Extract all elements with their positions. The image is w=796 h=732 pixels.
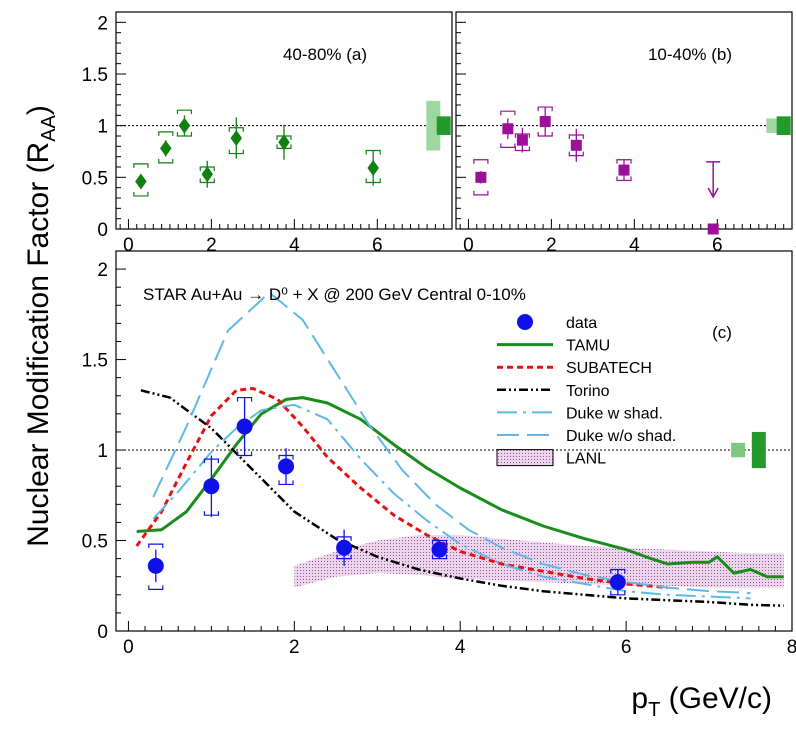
data-point-circle xyxy=(203,478,220,495)
y-tick-label: 0.5 xyxy=(82,168,108,189)
normalization-box xyxy=(426,100,441,151)
x-axis-label-unit: (GeV/c) xyxy=(660,682,772,715)
panel-label: (c) xyxy=(712,323,732,342)
normalization-box xyxy=(731,442,746,458)
y-tick-label: 0.5 xyxy=(82,532,108,553)
plot-frame xyxy=(455,11,793,230)
systematic-bracket xyxy=(148,543,164,590)
panel-a: 0 2 4 6 0 0.5 1 1.5 2 40-80% (a) xyxy=(82,11,453,256)
plot-frame xyxy=(115,250,793,632)
x-tick-label: 6 xyxy=(621,637,632,658)
x-tick-label: 6 xyxy=(712,235,723,256)
panel-title: STAR Au+Au → D⁰ + X @ 200 GeV Central 0-… xyxy=(143,285,526,304)
data-point-circle xyxy=(147,557,164,574)
duke-w-shad-curve xyxy=(152,403,751,600)
x-tick-label: 2 xyxy=(206,235,217,256)
data-point-circle xyxy=(336,539,353,556)
y-axis-label-close: ) xyxy=(22,105,55,115)
data-point-circle xyxy=(431,541,448,558)
y-tick-label: 0 xyxy=(97,220,108,241)
data-point-square xyxy=(475,171,487,183)
panel-label: 10-40% (b) xyxy=(648,45,732,64)
y-tick-label: 2 xyxy=(97,260,108,281)
legend-label: data xyxy=(566,315,597,332)
tamu-curve xyxy=(136,396,784,579)
x-axis-label-main: p xyxy=(631,682,648,715)
systematic-bracket xyxy=(610,568,626,596)
data-point-diamond xyxy=(135,173,147,190)
x-axis-label-sub: T xyxy=(648,699,660,721)
y-axis-label-main: Nuclear Modification Factor (R xyxy=(22,142,55,547)
y-tick-label: 1.5 xyxy=(82,351,108,372)
data-point-square xyxy=(570,139,582,151)
panel-label: 40-80% (a) xyxy=(283,45,367,64)
data-point-diamond xyxy=(278,134,290,151)
legend-marker-data xyxy=(517,314,533,330)
systematic-bracket xyxy=(500,110,516,148)
data-point-diamond xyxy=(230,130,243,147)
x-tick-label: 2 xyxy=(546,235,557,256)
data-point-square xyxy=(516,134,528,146)
y-axis-label-sub: AA xyxy=(38,114,60,141)
x-tick-label: 2 xyxy=(289,637,300,658)
data-point-diamond xyxy=(160,140,172,157)
x-tick-label: 0 xyxy=(463,235,474,256)
x-axis-label: pT (GeV/c) xyxy=(631,682,772,721)
x-tick-label: 4 xyxy=(455,637,466,658)
data-point-diamond xyxy=(178,117,191,134)
legend-label: TAMU xyxy=(566,338,610,355)
legend-swatch-lanl xyxy=(496,449,554,467)
legend-label: SUBATECH xyxy=(566,360,652,377)
duke-wo-shad-curve xyxy=(152,291,751,594)
data-point-square xyxy=(618,164,630,176)
legend-label: LANL xyxy=(566,451,606,468)
data-point-diamond xyxy=(367,160,379,177)
legend-label: Duke w/o shad. xyxy=(566,428,676,445)
normalization-box xyxy=(436,116,451,135)
x-tick-label: 8 xyxy=(787,637,796,658)
plot-frame xyxy=(115,11,453,230)
systematic-bracket xyxy=(133,163,149,197)
legend-label: Torino xyxy=(566,383,610,400)
systematic-bracket xyxy=(158,131,174,164)
y-tick-label: 1 xyxy=(97,441,108,462)
data-point-square xyxy=(539,116,551,128)
y-tick-label: 2 xyxy=(97,13,108,34)
y-tick-label: 1 xyxy=(97,117,108,138)
x-tick-label: 4 xyxy=(629,235,640,256)
x-tick-label: 4 xyxy=(289,235,300,256)
data-point-circle xyxy=(609,574,626,591)
panel-b: 0246810-40% (b) xyxy=(455,11,796,256)
normalization-box xyxy=(776,116,791,135)
torino-curve xyxy=(140,389,784,607)
lanl-band xyxy=(294,535,784,588)
data-point-square xyxy=(707,223,719,235)
y-tick-label: 1.5 xyxy=(82,65,108,86)
data-point-circle xyxy=(278,458,295,475)
data-point-circle xyxy=(236,418,253,435)
y-tick-label: 0 xyxy=(97,622,108,643)
legend: data TAMU SUBATECH Torino Duke w shad. Duke w… xyxy=(496,314,676,468)
legend-label: Duke w shad. xyxy=(566,405,663,422)
x-tick-label: 6 xyxy=(372,235,383,256)
y-axis-label: Nuclear Modification Factor (RAA) xyxy=(22,105,60,547)
data-point-diamond xyxy=(201,166,214,183)
panel-c: 0 2 4 6 8 0 0.5 1 1.5 2 STAR Au+Au → D⁰ + X @ 200 … xyxy=(82,250,796,658)
x-tick-label: 0 xyxy=(123,637,134,658)
x-tick-label: 0 xyxy=(123,235,134,256)
upper-limit-arrow-head xyxy=(707,187,719,199)
subatech-curve xyxy=(135,387,668,590)
data-point-square xyxy=(502,123,514,135)
normalization-box xyxy=(751,431,766,469)
systematic-bracket xyxy=(473,159,489,196)
